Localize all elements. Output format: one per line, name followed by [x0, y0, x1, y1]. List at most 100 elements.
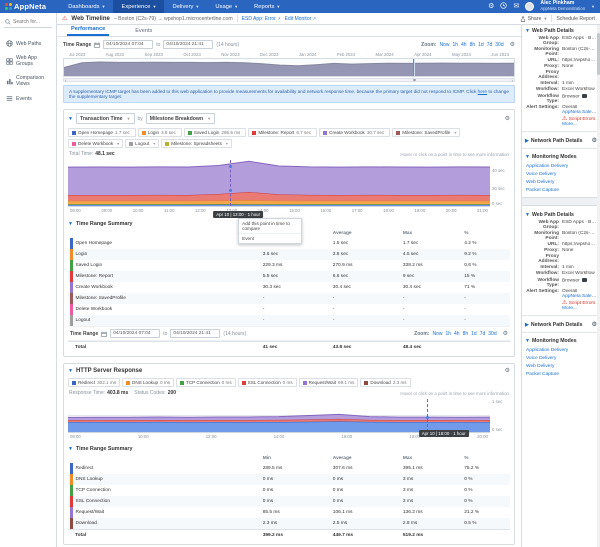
collapse-caret-icon[interactable]: ▼	[68, 446, 73, 452]
inbox-icon[interactable]: ✉	[513, 3, 520, 10]
collapse-caret-icon[interactable]: ▼	[68, 115, 73, 122]
nav-usage[interactable]: Usage ▼	[215, 3, 239, 10]
nav-reports[interactable]: Reports ▼	[254, 3, 281, 10]
scroll-right-arrow[interactable]: ›	[511, 78, 514, 83]
scroll-left-arrow[interactable]: ‹	[65, 78, 67, 83]
detail-value[interactable]: Excel Workflow	[562, 87, 595, 92]
legend-chip[interactable]: Download 2.3 ms	[360, 378, 411, 387]
detail-value[interactable]: None	[562, 64, 574, 69]
nav-delivery[interactable]: Delivery ▼	[172, 3, 200, 10]
zoom-preset-link[interactable]: Now	[439, 41, 450, 48]
share-button[interactable]: Share ▼	[520, 16, 547, 22]
monitoring-mode-link[interactable]: Voice Delivery	[526, 355, 557, 361]
zoom-preset-link[interactable]: 8h	[462, 330, 469, 337]
chart-settings-gear-icon[interactable]: ⚙	[502, 331, 508, 337]
esd-app-link[interactable]: ESD App: Error ↗	[241, 15, 281, 22]
legend-chip[interactable]: Milestone: SavedProfile ▾	[392, 128, 461, 137]
zoom-preset-link[interactable]: 1h	[445, 330, 452, 337]
overview-scrollbar[interactable]: ‹ ›	[63, 78, 515, 83]
web-path-details-header[interactable]: ▼ Web Path Details	[525, 28, 574, 34]
monitoring-mode-link[interactable]: Application Delivery	[526, 347, 569, 353]
legend-chip[interactable]: Open Homepage 1.7 sec	[68, 128, 136, 137]
scrollbar-thumb[interactable]	[597, 33, 600, 75]
nav-experience[interactable]: Experience ▼	[113, 0, 165, 13]
metric-select[interactable]: Transaction Time ▼	[75, 113, 135, 124]
appneta-logo[interactable]: AppNeta	[5, 2, 46, 11]
section-settings-gear-icon[interactable]: ⚙	[504, 368, 510, 374]
zoom-preset-link[interactable]: 8h	[469, 41, 476, 48]
search-input[interactable]	[13, 19, 51, 25]
sidebar-item-web-paths[interactable]: Web Paths	[4, 36, 52, 51]
collapse-caret-icon[interactable]: ▼	[68, 221, 73, 227]
panel-settings-gear-icon[interactable]: ⚙	[591, 322, 597, 328]
monitoring-mode-link[interactable]: Web Delivery	[526, 363, 555, 369]
detail-value[interactable]: 1 min	[562, 81, 574, 86]
menu-item[interactable]: Add this point in time to compare	[239, 219, 302, 234]
zoom-preset-link[interactable]: 30d	[488, 330, 497, 337]
legend-chip[interactable]: Login 3.8 sec	[137, 128, 182, 137]
detail-value[interactable]	[562, 70, 597, 80]
monitoring-mode-link[interactable]: Application Delivery	[526, 163, 569, 169]
collapse-caret-icon[interactable]: ▼	[68, 367, 73, 374]
sidebar-item-comparison-views[interactable]: Comparison Views	[4, 71, 52, 91]
schedule-report-button[interactable]: Schedule Report	[556, 15, 595, 22]
legend-chip[interactable]: Request/Wait 99.1 ms	[298, 378, 359, 387]
panel-scrollbar[interactable]	[597, 25, 600, 547]
time-range-to-input[interactable]	[163, 40, 214, 49]
detail-value[interactable]: ESD Apps · Broad	[562, 36, 597, 41]
legend-chip[interactable]: Logout ▾	[125, 139, 160, 148]
sidebar-item-web-app-groups[interactable]: Web App Groups	[4, 51, 52, 71]
network-path-details-header[interactable]: ▶ Network Path Details ⚙	[525, 137, 597, 145]
zoom-preset-link[interactable]: 1h	[452, 41, 459, 48]
more-link[interactable]: More...	[562, 306, 577, 311]
legend-chip[interactable]: Milestone: Spreadsheets ▾	[161, 139, 232, 148]
monitoring-modes-header[interactable]: ▼ Monitoring Modes	[525, 338, 577, 344]
detail-value[interactable]: Boston (C2s-79) Central	[562, 231, 597, 236]
more-link[interactable]: More...	[562, 122, 577, 127]
transaction-chart[interactable]: 40 sec 20 sec 0 sec 08:00 09:00 10:00 11:00…	[68, 160, 510, 244]
edit-monitor-link[interactable]: Edit Monitor ↗	[284, 15, 317, 22]
legend-chip[interactable]: DNS Lookup 0 ms	[122, 378, 175, 387]
chart-settings-gear-icon[interactable]: ⚙	[509, 42, 515, 48]
zoom-preset-link[interactable]: 1d	[471, 330, 477, 337]
zoom-preset-link[interactable]: 7d	[479, 330, 486, 337]
zoom-preset-link[interactable]: 30d	[495, 41, 504, 48]
calendar-icon[interactable]	[94, 42, 100, 48]
menu-item[interactable]: Event	[242, 236, 254, 241]
detail-value[interactable]	[562, 254, 597, 264]
legend-chip[interactable]: Create Workbook 30.7 sec	[319, 128, 391, 137]
alert-profile-link[interactable]: AppNeta Sales P...	[562, 110, 597, 115]
time-range-to-input[interactable]	[170, 329, 221, 338]
tab-performance[interactable]: Performance	[67, 25, 110, 36]
detail-value[interactable]: ESD Apps · Broad	[562, 220, 597, 225]
avatar[interactable]	[525, 2, 535, 11]
user-menu-caret-icon[interactable]: ▼	[591, 4, 595, 9]
monitoring-modes-header[interactable]: ▼ Monitoring Modes	[525, 154, 577, 160]
help-clock-icon[interactable]	[500, 2, 508, 11]
legend-chip[interactable]: Delete Workbook ▾	[68, 139, 124, 148]
legend-chip[interactable]: SSL Connection 0 ms	[237, 378, 297, 387]
scrollbar-thumb[interactable]	[412, 79, 416, 81]
zoom-preset-link[interactable]: 4h	[454, 330, 460, 337]
section-settings-gear-icon[interactable]: ⚙	[504, 116, 510, 122]
legend-chip[interactable]: Milestone: Report 6.7 sec	[248, 128, 318, 137]
zoom-preset-link[interactable]: 1d	[478, 41, 484, 48]
detail-value[interactable]: Boston (C2s-79) Central	[562, 47, 597, 52]
sidebar-item-events[interactable]: Events	[4, 91, 52, 106]
zoom-preset-link[interactable]: Now	[432, 330, 443, 337]
detail-value[interactable]: 1 min	[562, 265, 574, 270]
network-path-details-header[interactable]: ▶ Network Path Details ⚙	[525, 321, 597, 329]
detail-value[interactable]: https://wpshop1.m...	[562, 242, 597, 247]
detail-value[interactable]: None	[562, 248, 574, 253]
nav-dashboards[interactable]: Dashboards ▼	[68, 3, 106, 10]
settings-gear-icon[interactable]: ⚙	[488, 3, 495, 10]
time-range-from-input[interactable]	[110, 329, 161, 338]
time-range-from-input[interactable]	[103, 40, 154, 49]
legend-chip[interactable]: TCP Connection 0 ms	[176, 378, 236, 387]
sidebar-search[interactable]	[4, 17, 52, 28]
alert-profile-link[interactable]: AppNeta Sales P...	[562, 294, 597, 299]
web-path-details-header[interactable]: ▼ Web Path Details	[525, 212, 574, 218]
monitoring-mode-link[interactable]: Packet Capture	[526, 371, 560, 377]
tab-events[interactable]: Events	[135, 28, 153, 34]
user-menu[interactable]: Alec Pinkham AppNeta Demonstration	[540, 0, 585, 13]
